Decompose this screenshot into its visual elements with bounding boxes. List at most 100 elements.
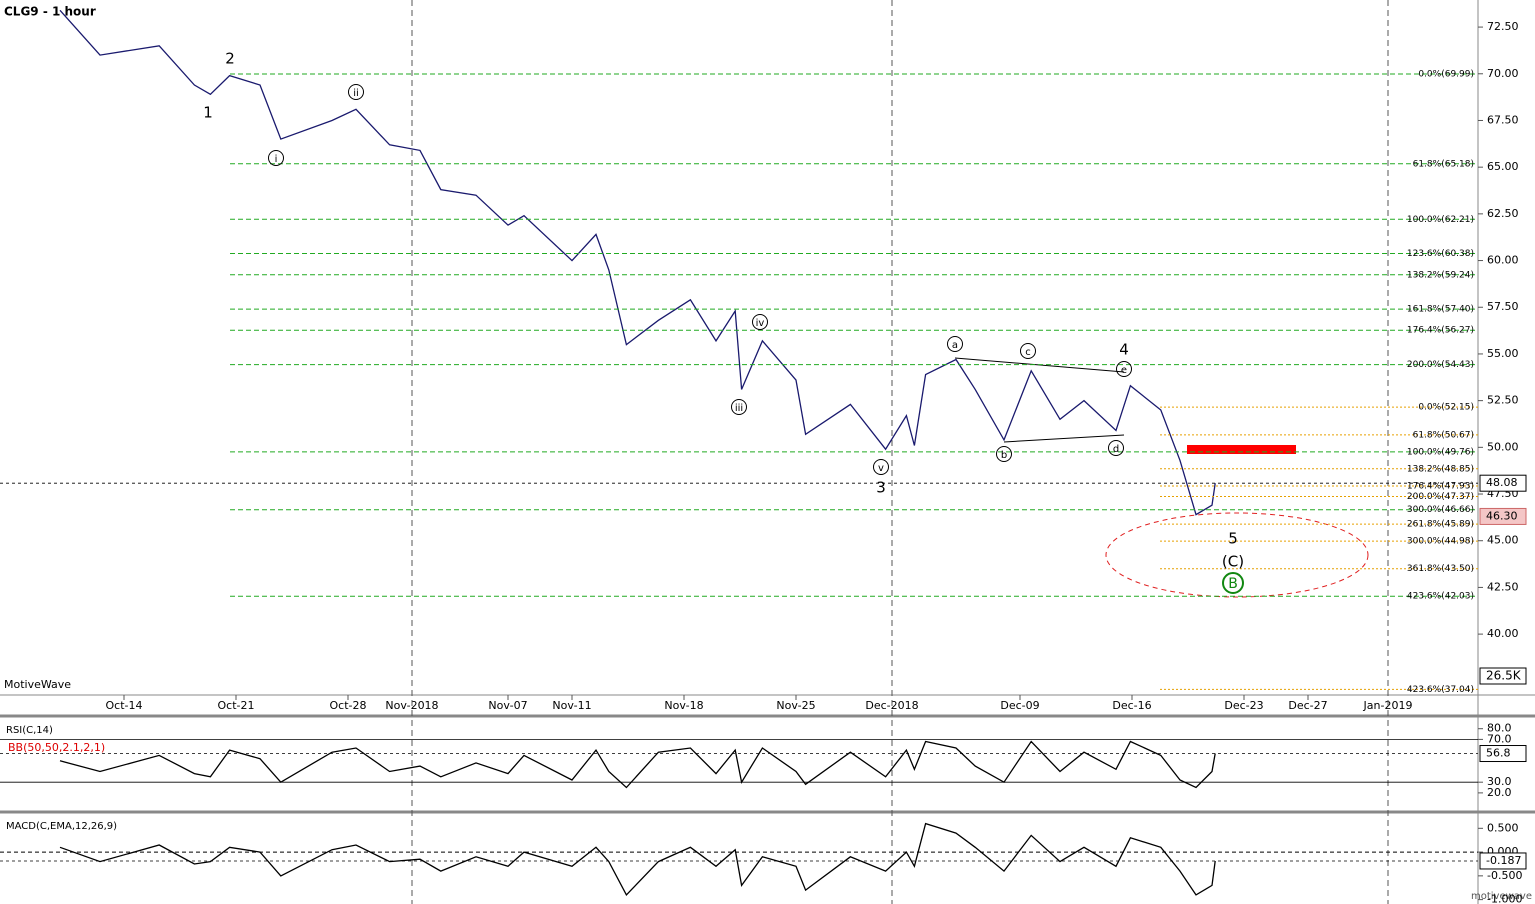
triangle-line: [1003, 434, 1125, 443]
fib-label: 161.8%(57.40): [1407, 305, 1474, 315]
y-tick-label: 52.50: [1487, 394, 1519, 407]
volume-box: [1479, 667, 1527, 685]
y-tick-label: 67.50: [1487, 113, 1519, 126]
y-tick-label: 65.00: [1487, 160, 1519, 173]
y-tick-label: 42.50: [1487, 580, 1519, 593]
fib-label: 61.8%(50.67): [1413, 430, 1474, 440]
fib-label: 100.0%(62.21): [1407, 215, 1474, 225]
y-tick-label: 62.50: [1487, 207, 1519, 220]
low-marker-label: 46.30: [1486, 509, 1518, 522]
x-tick-label: Dec-27: [1288, 699, 1327, 712]
wave-label: 1: [203, 104, 213, 122]
series-line: [59, 9, 1216, 516]
wave-circle: [1020, 343, 1036, 359]
brand: MotiveWave: [4, 678, 71, 691]
wave-circle: [947, 336, 963, 352]
wave-label: b: [1001, 450, 1007, 461]
fib-label: 0.0%(69.99): [1418, 69, 1474, 79]
wave-label: B: [1228, 576, 1238, 592]
fib-label: 0.0%(52.15): [1418, 403, 1474, 413]
fib-label: 100.0%(49.76): [1407, 447, 1474, 457]
x-tick-label: Dec-23: [1224, 699, 1263, 712]
footer: motivewave: [1471, 891, 1532, 902]
x-tick-label: Dec-16: [1112, 699, 1151, 712]
wave-circle: [996, 446, 1012, 462]
last-value-label: -0.187: [1486, 854, 1521, 867]
last-value-box: [1479, 474, 1527, 492]
y-tick-label: 45.00: [1487, 534, 1519, 547]
y-tick-label: 20.0: [1487, 786, 1512, 799]
x-tick-label: Nov-11: [552, 699, 591, 712]
fib-label: 423.6%(42.03): [1407, 592, 1474, 602]
y-tick-label: -0.500: [1487, 869, 1522, 882]
fib-label: 176.4%(47.93): [1407, 481, 1474, 491]
wave-circle: [268, 150, 284, 166]
wave-label: iii: [735, 403, 743, 414]
wave-circle: [873, 459, 889, 475]
y-tick-label: 72.50: [1487, 20, 1519, 33]
wave-label: c: [1025, 347, 1031, 358]
bb-title: BB(50,50,2.1,2,1): [8, 741, 105, 754]
y-tick-label: 30.0: [1487, 775, 1512, 788]
series-line: [59, 822, 1216, 896]
fib-label: 61.8%(65.18): [1413, 159, 1474, 169]
wave-label: 5: [1228, 530, 1238, 548]
y-tick-label: -1.000: [1487, 893, 1522, 904]
wave-label: 4: [1119, 341, 1129, 359]
y-tick-label: 55.00: [1487, 347, 1519, 360]
wave-circle: [1222, 572, 1244, 594]
wave-circle: [752, 314, 768, 330]
fib-label: 361.8%(43.50): [1407, 564, 1474, 574]
wave-circle: [731, 399, 747, 415]
wave-circle: [348, 84, 364, 100]
y-tick-label: 40.00: [1487, 627, 1519, 640]
fib-label: 261.8%(45.89): [1407, 520, 1474, 530]
x-tick-label: Oct-28: [330, 699, 367, 712]
x-tick-label: Oct-21: [218, 699, 255, 712]
y-tick-label: 70.0: [1487, 732, 1512, 745]
wave-label: iv: [756, 318, 765, 329]
fib-label: 200.0%(54.43): [1407, 360, 1474, 370]
target-zone: [1187, 445, 1296, 454]
y-tick-label: 70.00: [1487, 67, 1519, 80]
x-tick-label: Nov-07: [488, 699, 527, 712]
fib-label: 138.2%(59.24): [1407, 270, 1474, 280]
x-tick-label: Oct-14: [106, 699, 143, 712]
wave-label: 2: [225, 50, 235, 68]
wave-circle: [1116, 361, 1132, 377]
y-tick-label: 60.00: [1487, 254, 1519, 267]
last-value-box: [1479, 852, 1527, 870]
wave-label: v: [878, 463, 884, 474]
wave-circle: [1108, 440, 1124, 456]
fib-label: 300.0%(46.66): [1407, 505, 1474, 515]
x-tick-label: Dec-09: [1000, 699, 1039, 712]
rsi-title: RSI(C,14): [6, 725, 53, 736]
fib-label: 423.6%(37.04): [1407, 685, 1474, 695]
y-tick-label: 50.00: [1487, 440, 1519, 453]
chart-title: CLG9 - 1 hour: [4, 5, 96, 19]
y-tick-label: 80.0: [1487, 722, 1512, 735]
last-value-label: 56.8: [1486, 747, 1511, 760]
target-ellipse: [1105, 512, 1369, 598]
last-value-box: [1479, 745, 1527, 763]
x-tick-label: Nov-18: [664, 699, 703, 712]
wave-label: ii: [353, 88, 359, 99]
wave-label: d: [1113, 444, 1119, 455]
macd-title: MACD(C,EMA,12,26,9): [6, 821, 117, 832]
x-tick-label: Nov-25: [776, 699, 815, 712]
last-value-label: 48.08: [1486, 476, 1518, 489]
wave-label: e: [1121, 365, 1127, 376]
wave-label: 3: [876, 479, 886, 497]
fib-label: 176.4%(56.27): [1407, 326, 1474, 336]
fib-label: 123.6%(60.38): [1407, 249, 1474, 259]
wave-label: a: [952, 340, 958, 351]
low-marker-box: [1479, 507, 1527, 525]
volume-label: 26.5K: [1486, 669, 1522, 683]
wave-label: (C): [1222, 553, 1244, 571]
y-tick-label: 0.500: [1487, 821, 1519, 834]
fib-label: 300.0%(44.98): [1407, 537, 1474, 547]
wave-label: i: [275, 154, 278, 165]
fib-label: 200.0%(47.37): [1407, 492, 1474, 502]
